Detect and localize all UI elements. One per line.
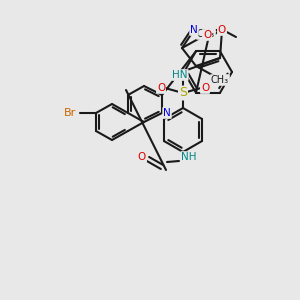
Text: NH: NH <box>181 152 197 162</box>
Text: O: O <box>201 83 209 93</box>
Text: O: O <box>203 30 211 40</box>
Text: O: O <box>218 25 226 35</box>
Text: N: N <box>163 108 171 118</box>
Text: O: O <box>157 83 165 93</box>
Text: Br: Br <box>64 108 76 118</box>
Text: O: O <box>138 152 146 162</box>
Text: CH₃: CH₃ <box>211 75 229 85</box>
Text: HN: HN <box>172 70 188 80</box>
Text: S: S <box>179 86 187 100</box>
Text: CH₃: CH₃ <box>197 29 215 39</box>
Text: N: N <box>190 25 198 35</box>
